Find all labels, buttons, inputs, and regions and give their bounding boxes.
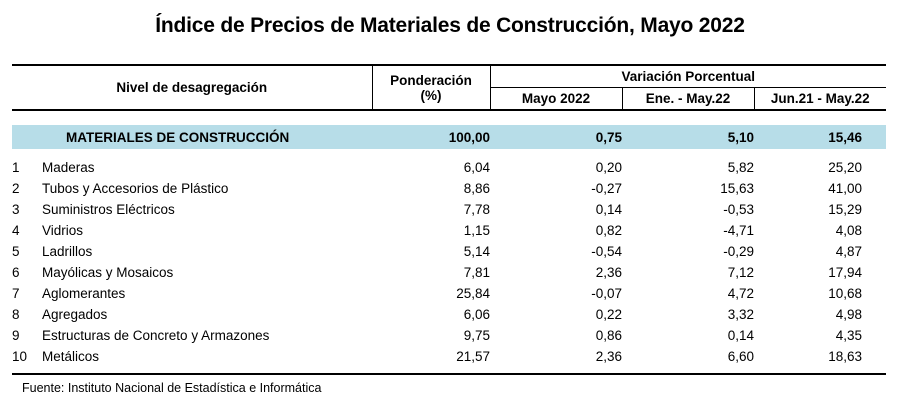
table-row: 5 Ladrillos 5,14 -0,54 -0,29 4,87 — [12, 241, 886, 262]
row-name: Maderas — [42, 160, 95, 175]
row-weight: 7,78 — [463, 202, 490, 217]
row-may: -0,54 — [591, 244, 622, 259]
total-weight: 100,00 — [372, 125, 490, 149]
header-ene: Ene. - May.22 — [622, 87, 755, 110]
row-jun: 4,87 — [835, 244, 862, 259]
row-weight: 8,86 — [463, 181, 490, 196]
table-row: 3 Suministros Eléctricos 7,78 0,14 -0,53 15,2… — [12, 199, 886, 220]
total-may: 0,75 — [490, 125, 622, 149]
price-index-table: Nivel de desagregación Ponderación Varia… — [12, 64, 886, 375]
row-weight: 7,81 — [463, 265, 490, 280]
total-ene: 5,10 — [622, 125, 754, 149]
page-title: Índice de Precios de Materiales de Const… — [155, 14, 745, 37]
table-row: 7 Aglomerantes 25,84 -0,07 4,72 10,68 — [12, 283, 886, 304]
row-jun: 25,20 — [828, 160, 862, 175]
row-ene: 4,72 — [727, 286, 754, 301]
row-number: 6 — [12, 265, 20, 280]
total-row: MATERIALES DE CONSTRUCCIÓN 100,00 0,75 5… — [12, 125, 886, 149]
row-ene: 6,60 — [727, 349, 754, 364]
row-jun: 4,35 — [835, 328, 862, 343]
row-number: 3 — [12, 202, 20, 217]
source-note: Fuente: Instituto Nacional de Estadístic… — [22, 381, 322, 395]
row-number: 2 — [12, 181, 20, 196]
total-name: MATERIALES DE CONSTRUCCIÓN — [12, 125, 372, 149]
row-name: Tubos y Accesorios de Plástico — [42, 181, 229, 196]
row-weight: 6,04 — [463, 160, 490, 175]
row-ene: 7,12 — [727, 265, 754, 280]
row-ene: 5,82 — [727, 160, 754, 175]
row-number: 1 — [12, 160, 20, 175]
row-weight: 25,84 — [456, 286, 490, 301]
row-number: 7 — [12, 286, 20, 301]
row-name: Metálicos — [42, 349, 100, 364]
row-may: 0,82 — [595, 223, 622, 238]
row-may: 0,86 — [595, 328, 622, 343]
header-variation: Variación Porcentual — [490, 65, 886, 88]
table-row: 9 Estructuras de Concreto y Armazones 9,75… — [12, 325, 886, 346]
header-jun: Jun.21 - May.22 — [770, 91, 870, 106]
table-row: 4 Vidrios 1,15 0,82 -4,71 4,08 — [12, 220, 886, 241]
row-jun: 18,63 — [828, 349, 862, 364]
table-row: 1 Maderas 6,04 0,20 5,82 25,20 — [12, 157, 886, 178]
row-name: Estructuras de Concreto y Armazones — [42, 328, 270, 343]
row-weight: 5,14 — [463, 244, 490, 259]
spacer — [12, 149, 886, 157]
row-may: 2,36 — [595, 265, 622, 280]
header-weight: Ponderación — [372, 65, 491, 88]
row-jun: 10,68 — [828, 286, 862, 301]
row-number: 4 — [12, 223, 20, 238]
header-level: Nivel de desagregación — [12, 65, 373, 110]
spacer — [12, 110, 886, 125]
table-row: 10 Metálicos 21,57 2,36 6,60 18,63 — [12, 346, 886, 367]
row-name: Mayólicas y Mosaicos — [42, 265, 174, 280]
row-weight: 9,75 — [463, 328, 490, 343]
row-may: 0,20 — [595, 160, 622, 175]
row-number: 9 — [12, 328, 20, 343]
header-weight-unit: (%) — [372, 87, 491, 110]
table-row: 6 Mayólicas y Mosaicos 7,81 2,36 7,12 17,94 — [12, 262, 886, 283]
row-weight: 21,57 — [456, 349, 490, 364]
row-ene: 0,14 — [727, 328, 754, 343]
row-number: 10 — [12, 349, 28, 364]
row-jun: 15,29 — [828, 202, 862, 217]
row-may: 0,14 — [595, 202, 622, 217]
total-jun: 15,46 — [754, 125, 886, 149]
row-ene: -4,71 — [723, 223, 754, 238]
row-jun: 41,00 — [828, 181, 862, 196]
row-name: Agregados — [42, 307, 108, 322]
header-may: Mayo 2022 — [490, 87, 623, 110]
row-number: 5 — [12, 244, 20, 259]
row-name: Suministros Eléctricos — [42, 202, 175, 217]
row-jun: 4,08 — [835, 223, 862, 238]
row-name: Vidrios — [42, 223, 84, 238]
row-ene: -0,53 — [723, 202, 754, 217]
table-bottom-rule — [12, 367, 886, 375]
row-ene: 15,63 — [720, 181, 754, 196]
row-jun: 17,94 — [828, 265, 862, 280]
row-name: Aglomerantes — [42, 286, 126, 301]
table-row: 8 Agregados 6,06 0,22 3,32 4,98 — [12, 304, 886, 325]
row-weight: 1,15 — [463, 223, 490, 238]
row-may: 0,22 — [595, 307, 622, 322]
row-number: 8 — [12, 307, 20, 322]
row-name: Ladrillos — [42, 244, 93, 259]
row-ene: -0,29 — [723, 244, 754, 259]
row-may: -0,27 — [591, 181, 622, 196]
row-weight: 6,06 — [463, 307, 490, 322]
row-may: -0,07 — [591, 286, 622, 301]
row-ene: 3,32 — [727, 307, 754, 322]
row-jun: 4,98 — [835, 307, 862, 322]
table-row: 2 Tubos y Accesorios de Plástico 8,86 -0,27… — [12, 178, 886, 199]
row-may: 2,36 — [595, 349, 622, 364]
